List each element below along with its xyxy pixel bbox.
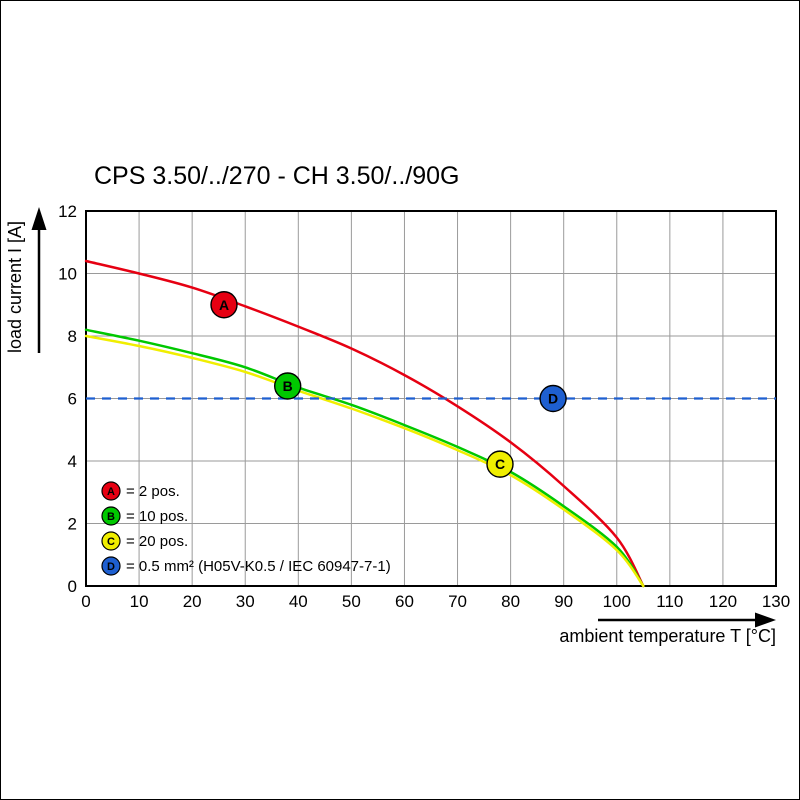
x-tick-label: 80 (501, 592, 520, 611)
marker-letter: A (219, 297, 229, 313)
y-tick-label: 8 (68, 327, 77, 346)
marker-circle (210, 291, 238, 319)
axis-ticks: 0 10 20 30 40 50 60 70 80 90 100 110 120 130 0 2 4 6 8 10 12 (58, 202, 790, 611)
x-axis-label: ambient temperature T [°C] (559, 626, 776, 646)
legend-item-label: = 2 pos. (126, 483, 180, 500)
x-tick-label: 120 (709, 592, 737, 611)
x-tick-label: 10 (130, 592, 149, 611)
marker-circle (273, 372, 302, 400)
y-tick-label: 0 (68, 577, 77, 596)
legend-item-D: D = 0.5 mm² (H05V-K0.5 / IEC 60947-7-1) (101, 556, 391, 576)
x-tick-label: 40 (289, 592, 308, 611)
series-curve-C (84, 334, 645, 588)
legend-key-letter: C (107, 536, 115, 548)
series-layer (84, 259, 776, 588)
legend-item-label: = 0.5 mm² (H05V-K0.5 / IEC 60947-7-1) (126, 558, 391, 575)
legend-key-circle (101, 531, 121, 551)
x-tick-label: 100 (603, 592, 631, 611)
legend-key-letter: D (107, 561, 115, 573)
series-curve-B (84, 328, 645, 588)
y-axis-label: load current I [A] (5, 221, 25, 353)
legend-item-A: A = 2 pos. (101, 481, 180, 501)
curve-marker-D: D (539, 384, 567, 413)
y-tick-label: 12 (58, 202, 77, 221)
y-tick-label: 10 (58, 265, 77, 284)
legend: A = 2 pos. B = 10 pos. C = 20 pos. D = 0.5 mm² … (101, 481, 391, 576)
x-tick-label: 70 (448, 592, 467, 611)
marker-letter: B (283, 378, 293, 394)
x-axis-arrow-head (755, 612, 776, 628)
x-tick-label: 110 (656, 592, 683, 611)
curve-marker-A: A (210, 291, 238, 319)
x-tick-label: 30 (236, 592, 255, 611)
legend-key-letter: B (107, 511, 115, 523)
marker-circle (539, 384, 567, 413)
x-tick-label: 20 (183, 592, 202, 611)
y-tick-label: 6 (68, 390, 77, 409)
x-tick-label: 90 (554, 592, 573, 611)
series-markers: A B C D (210, 291, 567, 478)
chart-title: CPS 3.50/../270 - CH 3.50/../90G (94, 162, 460, 190)
x-tick-label: 130 (762, 592, 790, 611)
legend-item-label: = 20 pos. (126, 533, 188, 550)
legend-key-circle (101, 481, 121, 501)
x-tick-label: 0 (81, 592, 90, 611)
axis-arrows (31, 207, 776, 628)
curve-marker-B: B (273, 372, 302, 400)
x-tick-label: 60 (395, 592, 414, 611)
y-tick-label: 2 (68, 515, 77, 534)
legend-key-circle (101, 556, 121, 576)
series-curve-A (84, 259, 645, 588)
legend-item-B: B = 10 pos. (101, 506, 188, 526)
x-tick-label: 50 (342, 592, 361, 611)
y-axis-arrow-head (31, 207, 47, 230)
y-tick-label: 4 (68, 452, 77, 471)
legend-key-letter: A (107, 486, 115, 498)
curve-marker-C: C (486, 450, 514, 478)
marker-letter: D (548, 391, 558, 407)
marker-letter: C (495, 456, 505, 472)
legend-key-circle (101, 506, 121, 526)
marker-circle (486, 450, 514, 478)
legend-item-C: C = 20 pos. (101, 531, 188, 551)
legend-item-label: = 10 pos. (126, 508, 188, 525)
